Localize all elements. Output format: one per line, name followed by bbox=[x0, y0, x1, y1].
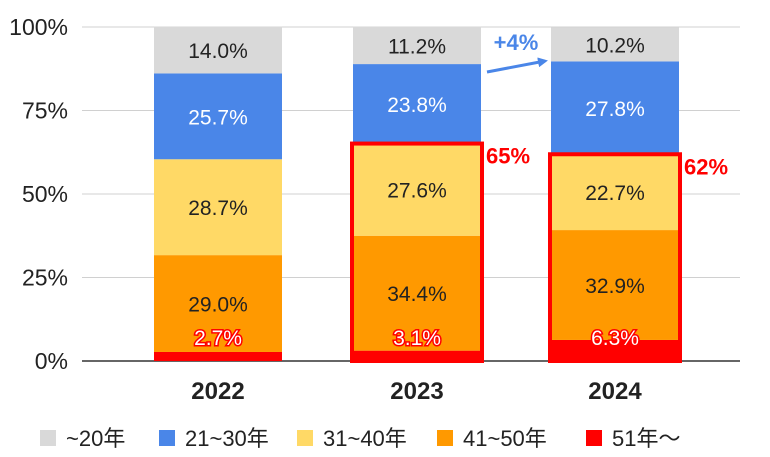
legend-swatch bbox=[297, 430, 313, 446]
legend-label: 21~30年 bbox=[185, 426, 269, 451]
data-label: 22.7% bbox=[585, 182, 645, 205]
x-tick-label: 2022 bbox=[191, 378, 244, 405]
bar-segment bbox=[551, 61, 679, 155]
bar-segment bbox=[353, 64, 481, 144]
highlight-label: 62% bbox=[684, 154, 728, 179]
legend: ~20年 21~30年 31~40年 41~50年 51年～ bbox=[40, 426, 680, 451]
data-label: 29.0% bbox=[188, 294, 248, 317]
bar-segment bbox=[353, 26, 481, 65]
x-tick-label: 2023 bbox=[390, 378, 443, 405]
bar-segment bbox=[154, 73, 282, 160]
bar-segment bbox=[551, 154, 679, 231]
bar-segment bbox=[154, 26, 282, 74]
bar-segment bbox=[353, 235, 481, 351]
legend-label: ~20年 bbox=[66, 426, 125, 451]
data-label: 27.6% bbox=[387, 180, 447, 203]
bar-segment bbox=[551, 339, 679, 361]
data-label: 34.4% bbox=[387, 283, 447, 306]
data-label: 27.8% bbox=[585, 98, 645, 121]
x-tick-label: 2024 bbox=[588, 378, 642, 405]
data-labels: 2.7% 29.0% 28.7% 25.7% 14.0% 3.1% 34.4% 27.6% 23… bbox=[188, 34, 645, 351]
y-axis-ticks: 0% 25% 50% 75% 100% bbox=[9, 14, 68, 374]
y-tick-label: 50% bbox=[22, 181, 68, 207]
data-label: 2.7% bbox=[194, 327, 242, 350]
highlight-box bbox=[350, 141, 484, 363]
legend-swatch bbox=[40, 430, 56, 446]
legend-label: 41~50年 bbox=[463, 426, 547, 451]
data-label: 32.9% bbox=[585, 275, 645, 298]
data-label: 28.7% bbox=[188, 197, 248, 220]
y-tick-label: 75% bbox=[22, 98, 68, 124]
bar-segment bbox=[154, 255, 282, 352]
bar-segment bbox=[154, 159, 282, 256]
legend-label: 51年～ bbox=[612, 426, 680, 451]
bar-segment bbox=[353, 350, 481, 361]
data-label: 23.8% bbox=[387, 94, 447, 117]
data-label: 6.3% bbox=[591, 327, 639, 350]
arrow-label: +4% bbox=[494, 30, 539, 55]
legend-label: 31~40年 bbox=[323, 426, 407, 451]
bar-segment bbox=[353, 143, 481, 236]
bar-segment bbox=[154, 351, 282, 361]
bar-segment bbox=[551, 230, 679, 340]
highlight-box bbox=[548, 152, 682, 363]
data-label: 14.0% bbox=[188, 40, 248, 63]
y-tick-label: 100% bbox=[9, 14, 68, 40]
legend-swatch bbox=[437, 430, 453, 446]
data-label: 3.1% bbox=[393, 327, 441, 350]
x-axis-ticks: 2022 2023 2024 bbox=[191, 378, 642, 405]
bar-segment bbox=[551, 27, 679, 62]
highlight-label: 65% bbox=[486, 144, 530, 169]
legend-swatch bbox=[586, 430, 602, 446]
legend-swatch bbox=[159, 430, 175, 446]
y-tick-label: 25% bbox=[22, 265, 68, 291]
arrow bbox=[486, 57, 548, 74]
bars bbox=[154, 26, 679, 361]
data-label: 11.2% bbox=[388, 35, 446, 58]
data-label: 10.2% bbox=[585, 34, 645, 57]
y-tick-label: 0% bbox=[35, 348, 68, 374]
annotations: 65% 62% +4% bbox=[350, 30, 728, 363]
data-label: 25.7% bbox=[188, 106, 248, 129]
